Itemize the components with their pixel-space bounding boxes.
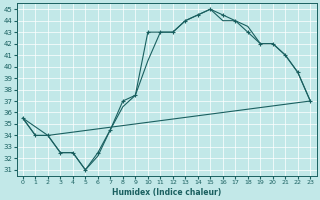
X-axis label: Humidex (Indice chaleur): Humidex (Indice chaleur) — [112, 188, 221, 197]
